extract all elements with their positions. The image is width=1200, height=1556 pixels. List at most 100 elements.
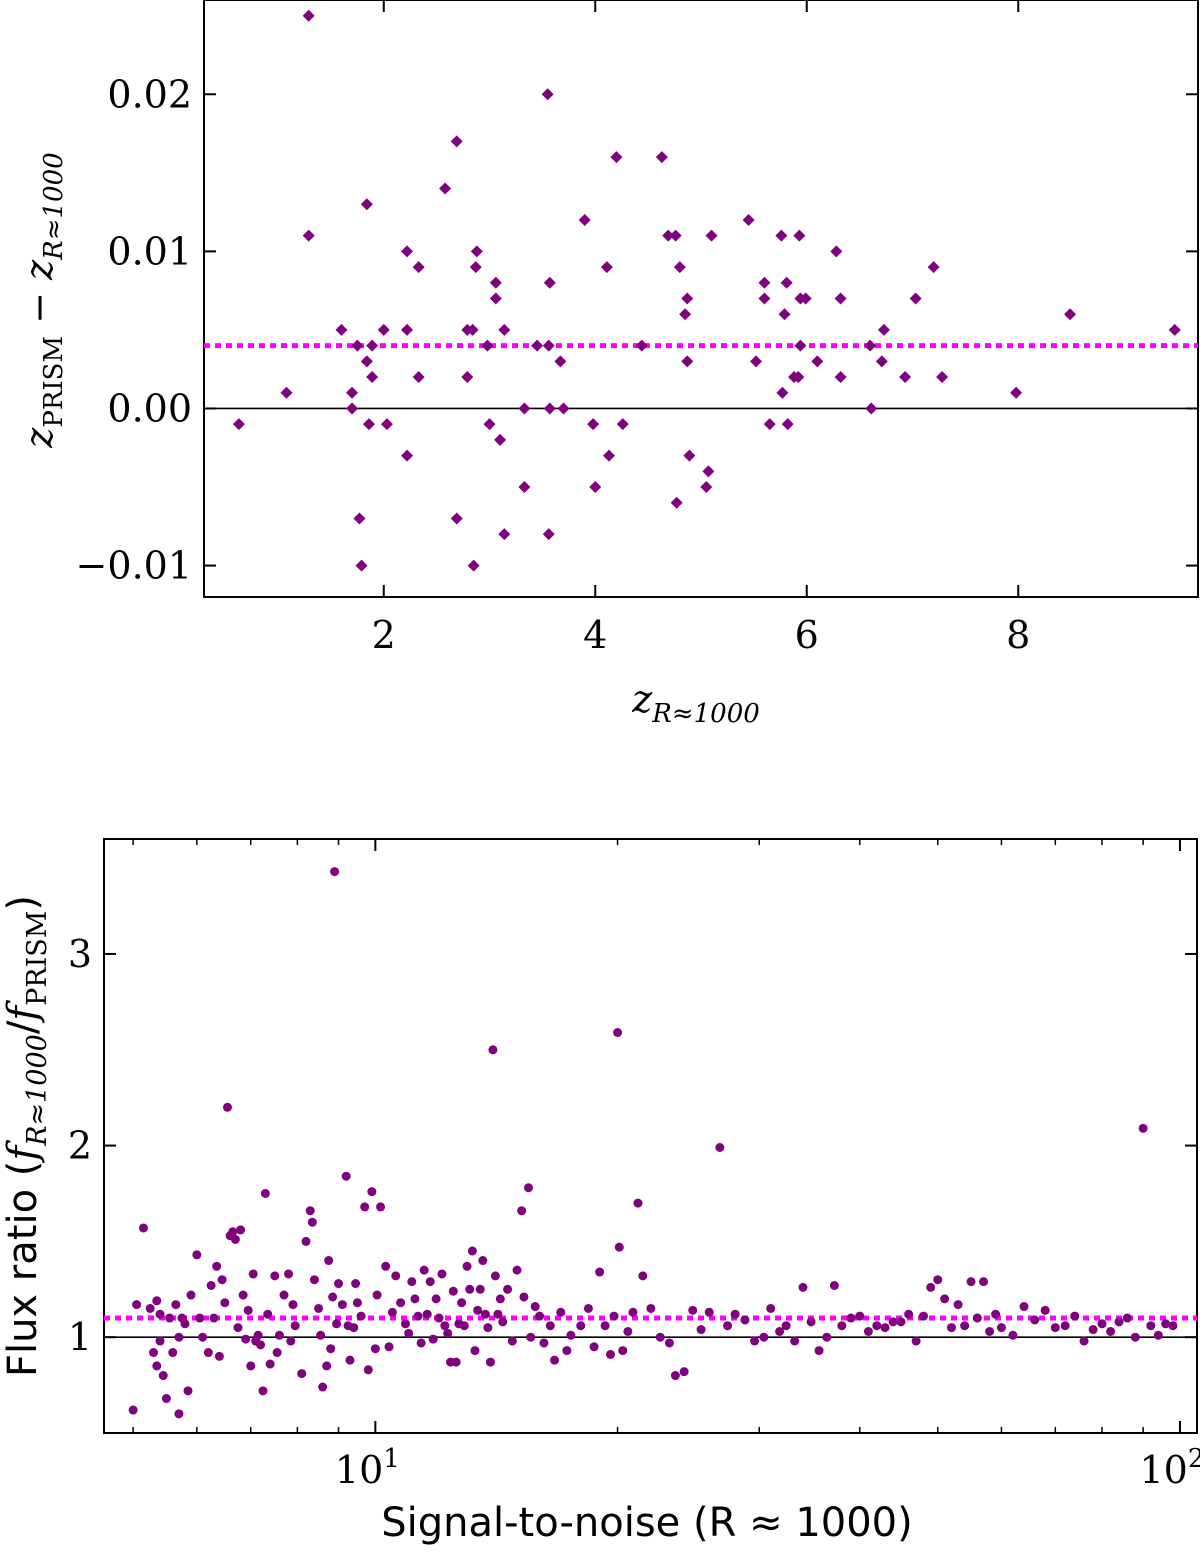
data-point [846, 1313, 856, 1323]
data-point [404, 1328, 414, 1338]
data-point [646, 1303, 656, 1313]
data-point [781, 418, 794, 431]
data-point [933, 1275, 943, 1285]
data-point [595, 1267, 605, 1277]
data-point [152, 1296, 162, 1306]
data-point [263, 1309, 273, 1319]
data-point [545, 1321, 555, 1331]
data-point [776, 386, 789, 399]
data-point [614, 1242, 624, 1252]
data-point [180, 1319, 190, 1329]
data-point [280, 386, 293, 399]
data-point [705, 229, 718, 242]
data-point [616, 418, 629, 431]
data-point [413, 1311, 423, 1321]
x-tick-label: 101 [335, 1444, 400, 1492]
data-point [587, 418, 600, 431]
data-point [440, 1321, 450, 1331]
data-point [349, 1323, 359, 1333]
data-point [542, 339, 555, 352]
data-point [589, 1342, 599, 1352]
data-point [1106, 1326, 1116, 1336]
data-point [377, 323, 390, 336]
data-point [384, 1342, 394, 1352]
data-point [305, 1206, 315, 1216]
data-point [346, 402, 359, 415]
data-point [381, 1261, 391, 1271]
data-point [288, 1300, 298, 1310]
data-point [1040, 1305, 1050, 1315]
data-point [148, 1348, 158, 1358]
data-point [360, 355, 373, 368]
data-point [473, 1305, 483, 1315]
data-point [195, 1313, 205, 1323]
data-point [1008, 1330, 1018, 1340]
data-point [387, 1307, 397, 1317]
data-point [443, 1328, 453, 1338]
data-point [972, 1313, 982, 1323]
data-point [363, 1365, 373, 1375]
data-point [419, 1265, 429, 1275]
data-point [918, 1311, 928, 1321]
data-point [360, 1202, 370, 1212]
data-point [628, 1307, 638, 1317]
y-tick-label: 1 [68, 1315, 92, 1359]
data-point [638, 1271, 648, 1281]
data-point [679, 1367, 689, 1377]
data-point [332, 1319, 342, 1329]
data-point [888, 1317, 898, 1327]
data-point [775, 1326, 785, 1336]
data-point [557, 402, 570, 415]
data-point [1097, 1319, 1107, 1329]
data-point [362, 418, 375, 431]
data-point [241, 1334, 251, 1344]
data-point [1079, 1336, 1089, 1346]
data-point [683, 449, 696, 462]
data-point [401, 449, 414, 462]
data-point [1168, 1321, 1178, 1331]
data-point [297, 1369, 307, 1379]
scatter-points-top [232, 9, 1181, 572]
data-point [246, 1361, 256, 1371]
data-point [1161, 1319, 1171, 1329]
data-point [730, 1309, 740, 1319]
data-point [609, 1311, 619, 1321]
data-point [991, 1309, 1001, 1319]
data-point [171, 1300, 181, 1310]
data-point [1010, 386, 1023, 399]
data-point [138, 1223, 148, 1233]
data-point [380, 418, 393, 431]
data-point [439, 182, 452, 195]
data-point [161, 1394, 171, 1404]
data-point [518, 481, 531, 494]
data-point [758, 276, 771, 289]
data-point [1060, 1321, 1070, 1331]
data-point [401, 323, 414, 336]
data-point [222, 1102, 232, 1112]
data-point [775, 229, 788, 242]
data-point [489, 276, 502, 289]
data-point [550, 1355, 560, 1365]
data-point [864, 339, 877, 352]
data-point [400, 1319, 410, 1329]
data-point [1153, 1330, 1163, 1340]
data-point [542, 528, 555, 541]
data-point [996, 1323, 1006, 1333]
data-point [635, 339, 648, 352]
data-point [466, 323, 479, 336]
data-point [376, 1202, 386, 1212]
data-point [236, 1225, 246, 1235]
data-point [265, 1359, 275, 1369]
data-point [328, 1292, 338, 1302]
data-point [401, 245, 414, 258]
data-point [778, 308, 791, 321]
data-point [481, 339, 494, 352]
data-point [337, 1300, 347, 1310]
data-point [526, 1332, 536, 1342]
data-point [450, 512, 463, 525]
data-point [448, 1286, 458, 1296]
data-point [837, 1321, 847, 1331]
data-point [488, 1045, 498, 1055]
data-point [437, 1269, 447, 1279]
data-point [132, 1300, 142, 1310]
